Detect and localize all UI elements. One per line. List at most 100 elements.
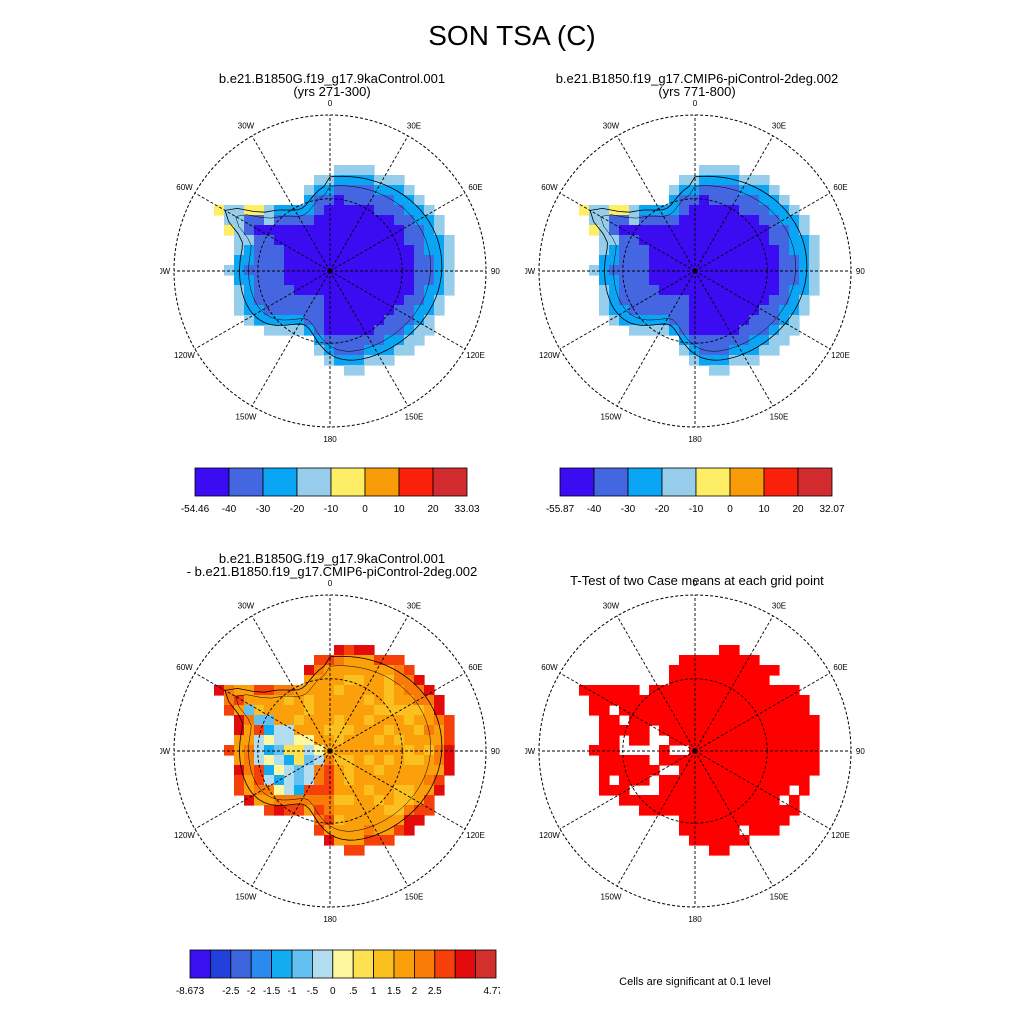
grid-cell [799, 225, 810, 236]
grid-cell [699, 685, 710, 696]
grid-cell [254, 285, 265, 296]
grid-cell [264, 765, 275, 776]
grid-cell [314, 755, 325, 766]
grid-cell [244, 695, 255, 706]
grid-cell [599, 755, 610, 766]
colorbar-label: -2.5 [222, 986, 240, 997]
meridian-line [251, 135, 331, 272]
grid-cell [799, 235, 810, 246]
grid-cell [264, 225, 275, 236]
grid-cell [789, 285, 800, 296]
grid-cell [749, 225, 760, 236]
grid-cell [394, 715, 405, 726]
grid-cell [759, 275, 770, 286]
grid-cell [639, 235, 650, 246]
grid-cell [284, 215, 295, 226]
grid-cell [274, 245, 285, 256]
grid-cell [799, 265, 810, 276]
grid-cell [639, 805, 650, 816]
grid-cell [739, 775, 750, 786]
grid-cell [759, 235, 770, 246]
grid-cell [639, 285, 650, 296]
grid-cell [304, 285, 315, 296]
grid-cell [699, 835, 710, 846]
grid-cell [759, 815, 770, 826]
grid-cell [264, 235, 275, 246]
grid-cell [739, 665, 750, 676]
grid-cell [699, 345, 710, 356]
grid-cell [364, 765, 375, 776]
grid-cell [779, 775, 790, 786]
grid-cell [799, 215, 810, 226]
grid-cell [669, 225, 680, 236]
grid-cell [709, 805, 720, 816]
grid-cell [769, 335, 780, 346]
grid-cell [729, 795, 740, 806]
grid-cell [699, 165, 710, 176]
grid-cell [314, 245, 325, 256]
grid-cell [404, 685, 415, 696]
lon-label: 0 [328, 100, 333, 108]
grid-cell [609, 725, 620, 736]
colorbar-swatch [413, 949, 436, 979]
grid-cell [739, 705, 750, 716]
grid-cell [324, 705, 335, 716]
grid-cell [699, 755, 710, 766]
grid-cell [799, 715, 810, 726]
grid-cell [384, 215, 395, 226]
grid-cell [699, 325, 710, 336]
ice-shelf-line [600, 185, 796, 352]
grid-cell [739, 835, 750, 846]
grid-cell [729, 275, 740, 286]
meridian-line [559, 270, 696, 350]
grid-cell [294, 755, 305, 766]
grid-cell [729, 785, 740, 796]
colorbar-swatch [189, 949, 211, 979]
grid-cell [394, 755, 405, 766]
lon-label: 0 [693, 100, 698, 108]
grid-cell [769, 345, 780, 356]
grid-cell [749, 345, 760, 356]
grid-cell [314, 275, 325, 286]
grid-cell [384, 175, 395, 186]
colorbar-swatch [210, 949, 232, 979]
colorbar-swatch [228, 467, 264, 497]
grid-cell [424, 695, 435, 706]
grid-cell [334, 715, 345, 726]
grid-cell [254, 785, 265, 796]
grid-cell [759, 225, 770, 236]
grid-cell [669, 235, 680, 246]
grid-cell [304, 715, 315, 726]
grid-cell [254, 745, 265, 756]
grid-cell [669, 245, 680, 256]
colorbar-swatch [434, 949, 456, 979]
grid-cell [304, 795, 315, 806]
grid-cell [609, 315, 620, 326]
grid-cell [619, 205, 630, 216]
grid-cell [364, 715, 375, 726]
grid-cell [414, 295, 425, 306]
grid-cell [579, 205, 590, 216]
grid-cell [344, 265, 355, 276]
grid-cell [324, 235, 335, 246]
grid-cell [414, 305, 425, 316]
grid-cell [709, 845, 720, 856]
grid-cell [264, 695, 275, 706]
grid-cell [769, 695, 780, 706]
grid-cell [799, 785, 810, 796]
grid-cell [334, 695, 345, 706]
ice-shelf-line [235, 665, 431, 832]
grid-cell [254, 215, 265, 226]
grid-cell [609, 265, 620, 276]
grid-cell [809, 725, 820, 736]
grid-cell [759, 335, 770, 346]
grid-cell [254, 265, 265, 276]
grid-cell [264, 295, 275, 306]
grid-cell [324, 835, 335, 846]
grid-cell [314, 315, 325, 326]
grid-cell [344, 695, 355, 706]
grid-cell [394, 305, 405, 316]
grid-cell [244, 705, 255, 716]
grid-cell [659, 295, 670, 306]
colorbar-label: 33.03 [454, 504, 479, 515]
